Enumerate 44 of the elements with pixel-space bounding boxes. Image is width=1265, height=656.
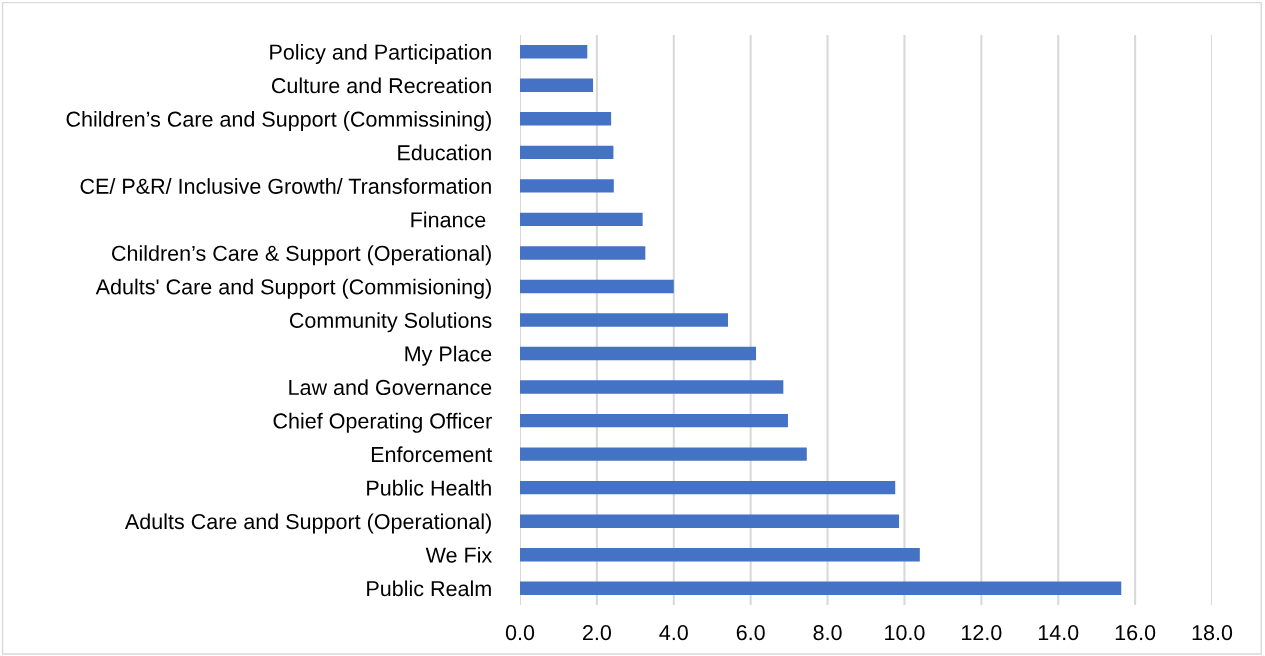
x-tick-label: 4.0 [659,625,688,641]
bar [520,548,920,562]
y-tick-label: Chief Operating Officer [273,412,492,433]
y-tick-label: Children’s Care and Support (Commissining) [66,111,491,132]
x-tick-label: 16.0 [1115,625,1156,641]
y-tick-label: We Fix [425,546,492,563]
y-tick-label: Community Solutions [289,312,492,333]
bar [520,447,807,461]
x-tick-label: 2.0 [583,625,612,641]
bar [520,78,594,92]
bar [520,145,614,160]
x-tick-label: 14.0 [1038,625,1079,641]
bar [520,212,643,227]
x-tick-label: 18.0 [1192,625,1233,641]
y-tick-label: Public Realm [367,580,491,597]
bar [520,179,614,193]
bar [520,346,757,361]
y-tick-label: Adults Care and Support (Operational) [124,513,491,534]
y-tick-label: Public Health [367,479,491,496]
y-tick-label: Law and Governance [289,379,492,396]
bar [520,246,646,260]
bar [520,313,728,327]
bar [520,45,588,59]
y-tick-label: Education [398,144,491,161]
x-tick-label: 0.0 [505,625,535,641]
bar [520,480,896,495]
bar [520,514,900,528]
bar [520,413,788,428]
y-tick-label: Adults' Care and Support (Commisioning) [95,278,491,299]
y-tick-label: Children’s Care & Support (Operational) [112,245,491,266]
y-tick-label: Enforcement [371,446,493,463]
bar [520,581,1122,595]
bar [520,112,612,126]
y-tick-label: Policy and Participation [270,43,491,65]
x-tick-label: 6.0 [736,625,765,641]
bar [520,380,784,394]
y-tick-label: Culture and Recreation [271,77,491,94]
bar [520,279,674,294]
x-tick-label: 10.0 [885,625,925,641]
x-tick-label: 8.0 [813,625,842,641]
y-tick-label: CE/ P&R/ Inclusive Growth/ Transformation [80,178,491,194]
x-tick-label: 12.0 [962,625,1002,641]
y-tick-label: My Place [405,345,492,366]
y-tick-label: Finance [411,211,486,228]
